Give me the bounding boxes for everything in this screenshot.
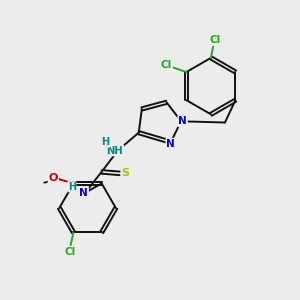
Text: O: O: [49, 172, 58, 183]
Text: S: S: [121, 168, 129, 178]
Text: Cl: Cl: [209, 35, 220, 45]
Text: H: H: [101, 137, 110, 147]
Text: N: N: [167, 139, 175, 148]
Text: NH: NH: [106, 146, 123, 155]
Text: N: N: [178, 116, 187, 126]
Text: Cl: Cl: [161, 60, 172, 70]
Text: Cl: Cl: [65, 247, 76, 257]
Text: H: H: [68, 182, 76, 192]
Text: N: N: [80, 188, 88, 198]
